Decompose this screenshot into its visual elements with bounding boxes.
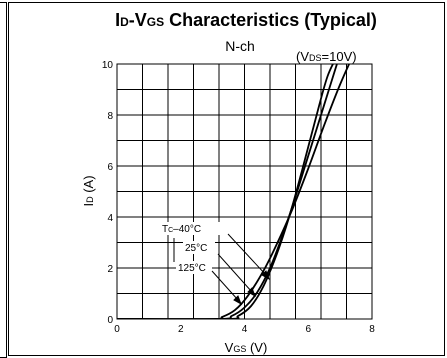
series-label-bg-1 xyxy=(183,241,215,254)
pointer-125c xyxy=(211,270,239,301)
series-label-2: 125°C xyxy=(178,263,206,274)
series-label-bg-2 xyxy=(176,261,212,274)
condition-open: (V xyxy=(296,49,309,64)
title-mid: -V xyxy=(129,10,147,30)
y-axis-label: ID (A) xyxy=(81,175,96,206)
series-label-0-sub: C xyxy=(168,227,173,234)
series-line-0 xyxy=(117,64,351,319)
series-labels: TC–40°C 25°C 125°C xyxy=(160,222,232,274)
label-pointers xyxy=(173,233,270,306)
ylabel-main: I xyxy=(81,203,96,207)
chart-subtitle: N-ch xyxy=(225,38,255,54)
title-main: I xyxy=(115,10,120,30)
pointer-40c-head xyxy=(261,270,270,281)
x-tick-label: 8 xyxy=(369,324,375,335)
series-line-2 xyxy=(117,64,334,319)
series-label-bg-0 xyxy=(160,222,232,235)
ylabel-sub: D xyxy=(85,196,95,203)
y-tick-labels: 0 2 4 6 8 10 xyxy=(102,60,114,326)
chart-title: ID-VGS Characteristics (Typical) xyxy=(115,10,377,30)
pointer-125c-head xyxy=(233,295,242,306)
title-sub2: GS xyxy=(147,15,164,29)
y-tick-label: 2 xyxy=(107,264,113,275)
x-tick-label: 2 xyxy=(178,324,184,335)
title-sub1: D xyxy=(120,15,129,29)
curves xyxy=(117,64,351,319)
x-tick-labels: 0 2 4 6 8 xyxy=(114,324,375,335)
series-label-0: TC–40°C xyxy=(162,224,201,235)
pointer-25c-head xyxy=(247,287,256,298)
series-label-1: 25°C xyxy=(185,243,207,254)
series-label-0-prefix: T xyxy=(162,224,168,235)
ylabel-unit: (A) xyxy=(81,175,96,196)
xlabel-unit: (V) xyxy=(246,340,267,355)
condition-close: =10V) xyxy=(322,49,357,64)
y-tick-label: 10 xyxy=(102,60,114,71)
y-tick-label: 6 xyxy=(107,162,113,173)
x-tick-label: 4 xyxy=(242,324,248,335)
y-tick-label: 0 xyxy=(107,315,113,326)
xlabel-sub: GS xyxy=(233,344,246,354)
series-line-1 xyxy=(117,64,338,319)
pointer-25c xyxy=(217,253,253,293)
chart-frame xyxy=(8,2,445,356)
x-tick-label: 6 xyxy=(305,324,311,335)
y-tick-label: 4 xyxy=(107,213,113,224)
xlabel-main: V xyxy=(225,340,234,355)
title-rest: Characteristics (Typical) xyxy=(164,10,377,30)
condition-sub: DS xyxy=(309,53,322,63)
test-condition: (VDS=10V) xyxy=(296,49,357,64)
series-label-0-name: –40°C xyxy=(173,224,201,235)
y-tick-label: 8 xyxy=(107,111,113,122)
x-tick-label: 0 xyxy=(114,324,120,335)
pointer-40c xyxy=(227,233,267,276)
x-axis-label: VGS (V) xyxy=(225,340,268,355)
